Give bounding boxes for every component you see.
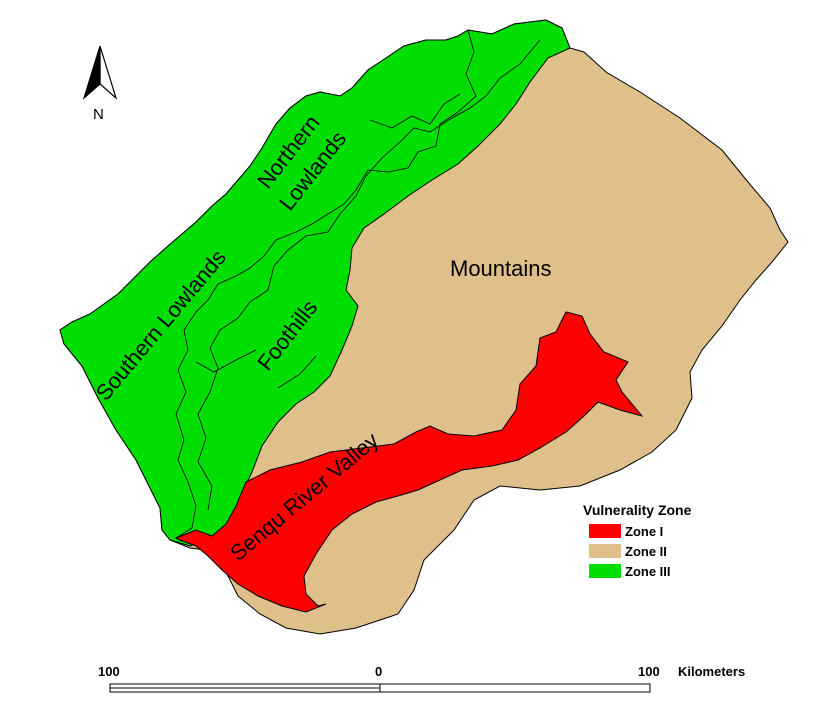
legend-swatch-zone-ii	[589, 544, 621, 558]
north-arrow-icon	[82, 45, 118, 100]
legend-swatch-zone-i	[589, 524, 621, 538]
legend-label-zone-ii: Zone II	[625, 544, 667, 559]
legend: Vulnerality Zone Zone I Zone II Zone III	[583, 502, 692, 579]
label-mountains: Mountains	[450, 256, 552, 281]
legend-label-zone-i: Zone I	[625, 524, 663, 539]
legend-title: Vulnerality Zone	[583, 502, 692, 518]
legend-label-zone-iii: Zone III	[625, 564, 671, 579]
zone-iii-lowlands-foothills-area	[59, 19, 571, 547]
scale-unit-label: Kilometers	[678, 664, 745, 679]
scale-label-right: 100	[638, 664, 660, 679]
scale-label-left: 100	[98, 664, 120, 679]
north-arrow-letter: N	[93, 106, 104, 123]
scale-bar-left-segment	[109, 683, 381, 689]
district-boundaries	[175, 29, 541, 539]
scale-bar: 100 0 100 Kilometers	[98, 664, 745, 693]
legend-swatch-zone-iii	[589, 564, 621, 578]
zone-i-senqu-river-valley-area	[174, 311, 644, 613]
scale-label-mid: 0	[375, 664, 382, 679]
